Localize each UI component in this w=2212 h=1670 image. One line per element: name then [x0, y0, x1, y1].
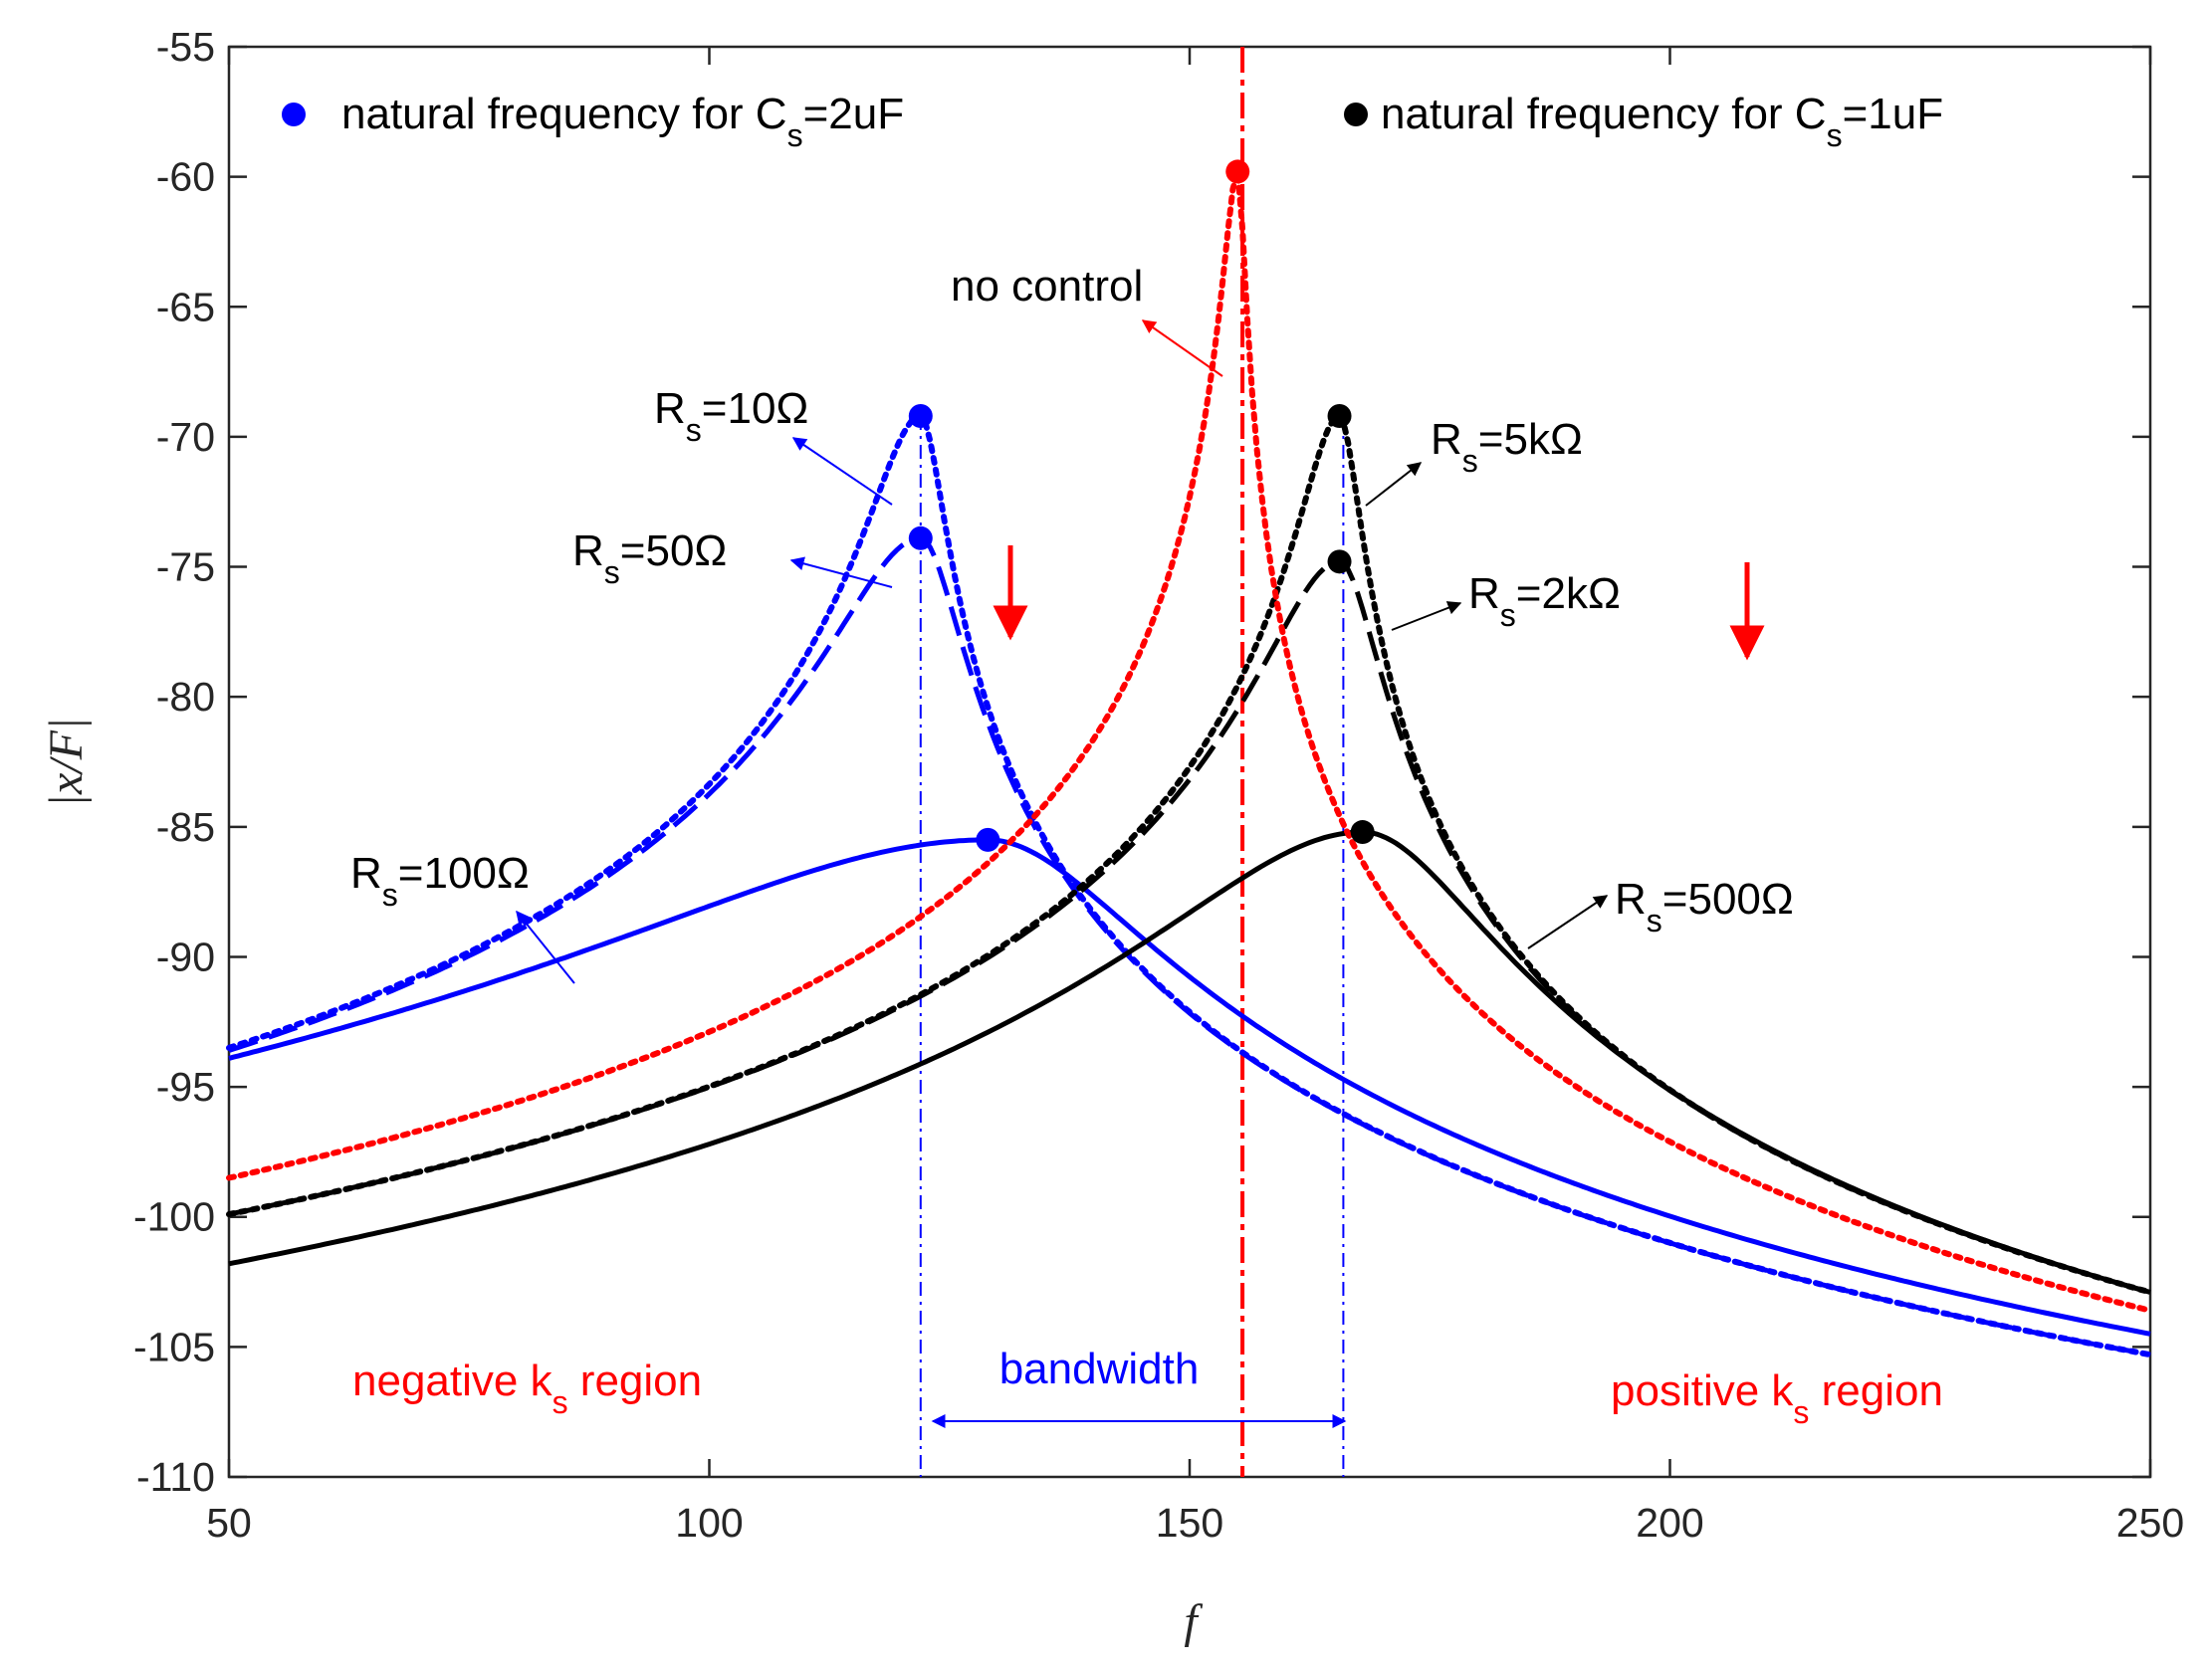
y-tick-label: -90 [156, 934, 215, 979]
y-axis-label: |x/F| [40, 718, 93, 807]
annotation-positive-region: positive ks region [1611, 1366, 1943, 1430]
x-axis-label: f [1184, 1595, 1203, 1648]
legend-label-blue: natural frequency for C [341, 90, 787, 138]
legend-marker-blue [282, 103, 306, 126]
y-tick-label: -60 [156, 154, 215, 200]
annotation-rs-50: Rs=50Ω [572, 526, 727, 590]
legend-cs-1uf: natural frequency for Cs=1uF [1344, 90, 1943, 153]
y-tick-label: -85 [156, 804, 215, 850]
annotation-no-control: no control [951, 262, 1143, 311]
series-curve [228, 535, 2151, 1357]
x-tick-label: 200 [1636, 1500, 1703, 1546]
natural-frequency-marker [1225, 159, 1250, 184]
x-tick-label: 150 [1156, 1500, 1223, 1546]
y-tick-label: -65 [156, 284, 215, 329]
arrow-rs-5k [1365, 462, 1423, 507]
annotation-rs-5k: Rs=5kΩ [1431, 415, 1583, 479]
y-tick-label: -75 [156, 544, 215, 590]
svg-text:natural frequency for Cs=2uF: natural frequency for Cs=2uF [341, 90, 904, 153]
natural-frequency-marker [908, 404, 933, 429]
annotation-bandwidth: bandwidth [999, 1345, 1200, 1393]
arrow-rs-500 [1527, 895, 1609, 949]
annotation-rs-2k: Rs=2kΩ [1468, 569, 1621, 633]
arrow-rs-100 [516, 910, 575, 984]
legend-marker-black [1344, 103, 1368, 126]
y-tick-label: -105 [133, 1324, 215, 1369]
natural-frequency-marker [976, 827, 1000, 852]
y-tick-label: -70 [156, 414, 215, 460]
arrow-rs-2k [1391, 601, 1462, 631]
arrow-rs-50 [789, 556, 893, 588]
y-tick-label: -55 [156, 24, 215, 70]
y-tick-label: -100 [133, 1194, 215, 1240]
x-tick-label: 100 [675, 1500, 743, 1546]
annotation-negative-region: negative ks region [352, 1357, 702, 1420]
svg-text:natural frequency for Cs=1uF: natural frequency for Cs=1uF [1381, 90, 1943, 153]
arrow-rs-10 [791, 437, 893, 506]
legend-label-black: natural frequency for C [1381, 90, 1827, 138]
legend-cs-2uf: natural frequency for Cs=2uF [282, 90, 904, 153]
reference-lines [919, 47, 1345, 1477]
y-tick-label: -80 [156, 674, 215, 720]
arrow-no-control [1141, 319, 1223, 377]
series-curve [228, 837, 2151, 1337]
series-curve [228, 829, 2151, 1295]
annotation-rs-100: Rs=100Ω [350, 849, 530, 913]
series-curves [226, 170, 2153, 1358]
y-tick-label: -95 [156, 1064, 215, 1110]
y-tick-label: -110 [136, 1454, 215, 1500]
x-tick-label: 250 [2116, 1500, 2184, 1546]
axis-ticks: 50 100 150 200 250 -55 -60 -65 -70 -75 -80 -85 -90 -9… [133, 24, 2184, 1546]
annotation-rs-500: Rs=500Ω [1615, 875, 1794, 939]
natural-frequency-marker [908, 525, 933, 550]
natural-frequency-marker [1350, 820, 1375, 845]
series-curve [226, 170, 2153, 1314]
natural-frequency-marker [1327, 404, 1352, 429]
natural-frequency-marker [1327, 549, 1352, 574]
x-tick-label: 50 [206, 1500, 252, 1546]
natural-frequency-markers [908, 159, 1375, 852]
annotation-rs-10: Rs=10Ω [654, 384, 808, 448]
